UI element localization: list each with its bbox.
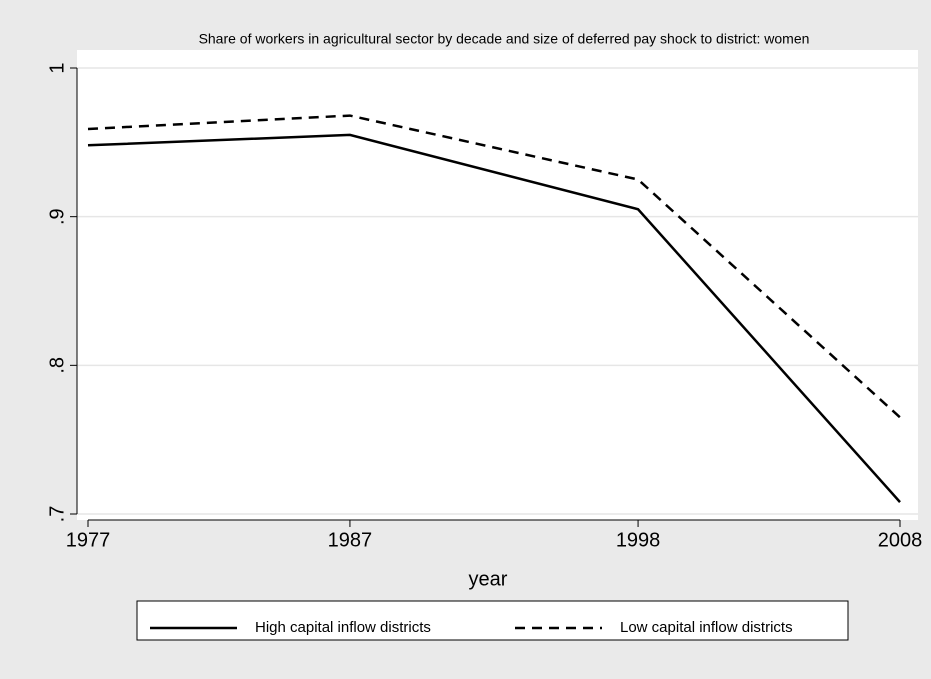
legend-label: Low capital inflow districts (620, 619, 793, 636)
x-tick-label: 1977 (66, 529, 111, 551)
y-tick-label: .7 (46, 506, 68, 523)
y-tick-label: 1 (46, 62, 68, 73)
x-tick-label: 1998 (616, 529, 661, 551)
legend (136, 600, 849, 641)
x-axis-label: year (469, 568, 508, 590)
y-tick-label: .9 (46, 208, 68, 225)
x-tick-label: 2008 (878, 529, 923, 551)
series-line (87, 133, 901, 503)
legend-label: High capital inflow districts (255, 619, 431, 636)
series-line (87, 114, 901, 419)
y-tick-label: .8 (46, 357, 68, 374)
x-tick-label: 1987 (328, 529, 373, 551)
chart-title: Share of workers in agricultural sector … (199, 31, 810, 47)
plot-area (77, 50, 918, 520)
